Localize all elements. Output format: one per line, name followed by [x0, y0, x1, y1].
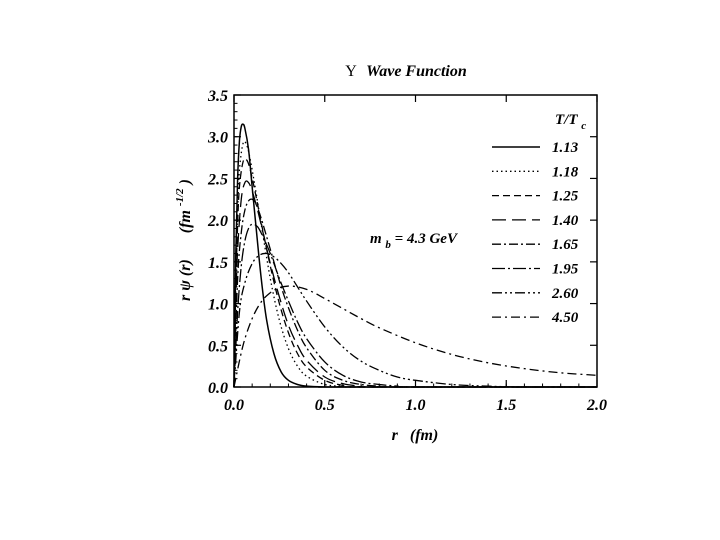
y-tick-label-0: 0.0 [208, 380, 228, 397]
series-line-1-18 [233, 140, 597, 388]
x-tick-label-4: 2.0 [586, 397, 607, 414]
mass-annotation-sub: b [385, 239, 391, 251]
x-axis: 0.0 0.5 1.0 1.5 2.0 [224, 95, 607, 414]
y-tick-label-2: 1.0 [208, 297, 228, 314]
y-axis-label-unit-exp: -1/2 [174, 188, 186, 206]
legend-label-3: 1.40 [552, 213, 579, 229]
legend-label-4: 1.65 [552, 237, 579, 253]
mass-annotation-base: m [370, 231, 382, 247]
y-tick-label-3: 1.5 [208, 255, 228, 272]
series-line-1-95 [233, 223, 597, 388]
mass-annotation: m b = 4.3 GeV [370, 231, 459, 252]
series-line-1-13 [233, 123, 597, 388]
x-axis-label-var: r [392, 427, 399, 444]
series-line-1-40 [233, 180, 597, 388]
legend-title-base: T/T [555, 112, 578, 128]
y-axis: 0.0 0.5 1.0 1.5 2.0 2.5 3.0 3.5 [207, 88, 597, 397]
y-axis-label-unit-close: ) [177, 179, 194, 186]
chart-title-text: Wave Function [366, 63, 467, 80]
mass-annotation-rest: = 4.3 GeV [395, 231, 459, 247]
legend-label-7: 4.50 [551, 310, 579, 326]
legend-label-2: 1.25 [552, 189, 579, 205]
y-tick-label-4: 2.0 [207, 213, 228, 230]
x-tick-label-2: 1.0 [406, 397, 426, 414]
chart-title-symbol: Υ [345, 63, 357, 80]
x-tick-label-1: 0.5 [315, 397, 335, 414]
x-axis-label-unit: (fm) [410, 427, 438, 444]
series-lines [233, 123, 598, 388]
legend-label-6: 2.60 [551, 286, 579, 302]
x-tick-label-3: 1.5 [496, 397, 516, 414]
x-axis-label: r (fm) [392, 427, 439, 444]
series-line-4-50 [233, 285, 598, 388]
y-axis-label: r ψ (r) (fm -1/2 ) [170, 179, 194, 301]
legend-title: T/T c [555, 112, 586, 132]
y-tick-label-5: 2.5 [207, 171, 228, 188]
legend: T/T c 1.13 1.18 1.25 1.40 1.65 1.95 2.60 4.50 [492, 112, 586, 326]
y-tick-label-7: 3.5 [207, 88, 228, 105]
series-line-1-65 [233, 198, 597, 388]
legend-label-0: 1.13 [552, 140, 579, 156]
y-tick-label-1: 0.5 [208, 338, 228, 355]
y-axis-label-lhs: r ψ (r) [177, 259, 194, 301]
legend-title-sub: c [581, 120, 586, 132]
x-tick-label-0: 0.0 [224, 397, 244, 414]
legend-label-1: 1.18 [552, 164, 579, 180]
legend-label-5: 1.95 [552, 262, 579, 278]
series-line-2-60 [233, 252, 597, 388]
y-axis-label-unit-base: (fm [177, 210, 194, 233]
chart-title: Υ Wave Function [345, 63, 467, 80]
y-tick-label-6: 3.0 [207, 130, 228, 147]
